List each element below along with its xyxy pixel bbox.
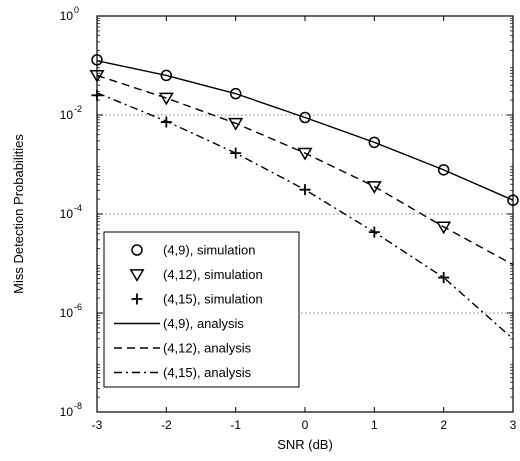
series-2-point	[438, 272, 450, 284]
series-0-point	[160, 69, 173, 82]
y-tick-exponent: -8	[74, 401, 82, 411]
y-tick-label: 10 0	[60, 5, 79, 23]
series-2-point	[299, 184, 311, 196]
y-tick-exponent: -6	[74, 302, 82, 312]
y-axis-label: Miss Detection Probabilities	[11, 134, 26, 294]
y-tick-base: 10	[60, 9, 74, 23]
x-tick-label: 3	[510, 418, 517, 432]
series-2-point	[160, 116, 172, 128]
y-tick-base: 10	[60, 108, 74, 122]
legend-label: (4,15), simulation	[163, 292, 263, 307]
x-tick-label: 1	[371, 418, 378, 432]
x-axis-label: SNR (dB)	[277, 437, 333, 452]
x-tick-label: 2	[440, 418, 447, 432]
y-tick-exponent: -2	[74, 104, 82, 114]
y-tick-base: 10	[60, 405, 74, 419]
legend: (4,9), simulation (4,12), simulation (4,15…	[103, 231, 300, 388]
y-tick-base: 10	[60, 306, 74, 320]
series-0-point	[368, 136, 381, 149]
y-tick-label: 10 -8	[60, 401, 82, 419]
series-line-4	[96, 74, 514, 266]
y-tick-base: 10	[60, 207, 74, 221]
y-tick-label: 10 -6	[60, 302, 82, 320]
series-1-point	[297, 147, 313, 161]
x-tick-label: -3	[92, 418, 103, 432]
series-line-3	[96, 60, 514, 201]
y-tick-label: 10 -4	[60, 203, 82, 221]
series-1-point	[228, 117, 244, 131]
x-tick-label: 0	[302, 418, 309, 432]
legend-label: (4,9), simulation	[163, 243, 255, 258]
legend-label: (4,9), analysis	[163, 316, 244, 331]
y-tick-exponent: -4	[74, 203, 82, 213]
x-tick-label: -2	[161, 418, 172, 432]
y-tick-label: 10 -2	[60, 104, 82, 122]
series-2-point	[368, 226, 380, 238]
series-1-point	[158, 92, 174, 106]
y-tick-exponent: 0	[74, 5, 79, 15]
legend-symbol-circle	[131, 244, 143, 256]
legend-symbol-triangle-down	[129, 269, 145, 282]
x-tick-label: -1	[230, 418, 241, 432]
series-1-point	[436, 221, 452, 235]
series-0-point	[229, 87, 242, 100]
series-0-point	[437, 164, 450, 176]
legend-label: (4,15), analysis	[163, 365, 252, 380]
series-1-point	[366, 181, 382, 194]
legend-box	[103, 231, 300, 388]
series-2-point	[230, 147, 242, 159]
series-0-point	[299, 111, 311, 124]
legend-label: (4,12), analysis	[163, 341, 252, 356]
legend-label: (4,12), simulation	[163, 267, 263, 282]
legend-symbol-plus	[131, 293, 143, 305]
